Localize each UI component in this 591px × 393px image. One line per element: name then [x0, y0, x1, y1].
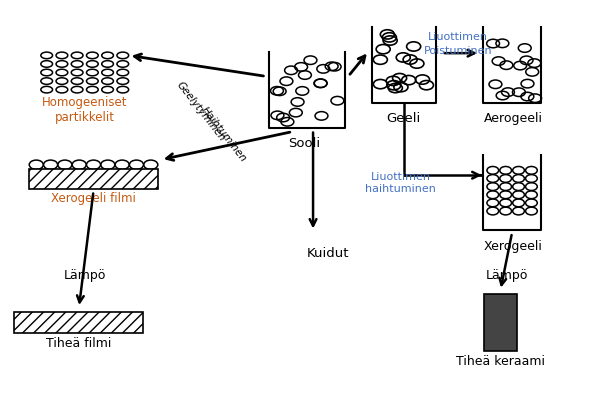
- Text: Sooli: Sooli: [288, 138, 320, 151]
- Text: Geelytyminen: Geelytyminen: [174, 79, 227, 143]
- Text: Geeli: Geeli: [387, 112, 421, 125]
- Text: Lämpö: Lämpö: [486, 270, 528, 283]
- Text: Kuidut: Kuidut: [307, 247, 349, 260]
- Text: Liuottimen
haihtuminen: Liuottimen haihtuminen: [365, 172, 436, 194]
- Text: Liuottimen: Liuottimen: [428, 31, 488, 42]
- Text: Xerogeeli: Xerogeeli: [484, 240, 543, 253]
- Bar: [15, 312, 143, 316]
- Text: Aerogeeli: Aerogeeli: [484, 112, 543, 125]
- Text: Tiheä filmi: Tiheä filmi: [46, 337, 112, 350]
- Text: Poistuminen: Poistuminen: [424, 46, 492, 56]
- Bar: [29, 169, 158, 189]
- Bar: [484, 294, 517, 351]
- Text: Haihtuminen: Haihtuminen: [200, 105, 249, 164]
- Bar: [15, 312, 143, 333]
- Text: Xerogeeli filmi: Xerogeeli filmi: [51, 192, 136, 205]
- Text: Homogeeniset
partikkelit: Homogeeniset partikkelit: [42, 96, 128, 124]
- Text: Tiheä keraami: Tiheä keraami: [456, 355, 545, 368]
- Text: Lämpö: Lämpö: [64, 270, 106, 283]
